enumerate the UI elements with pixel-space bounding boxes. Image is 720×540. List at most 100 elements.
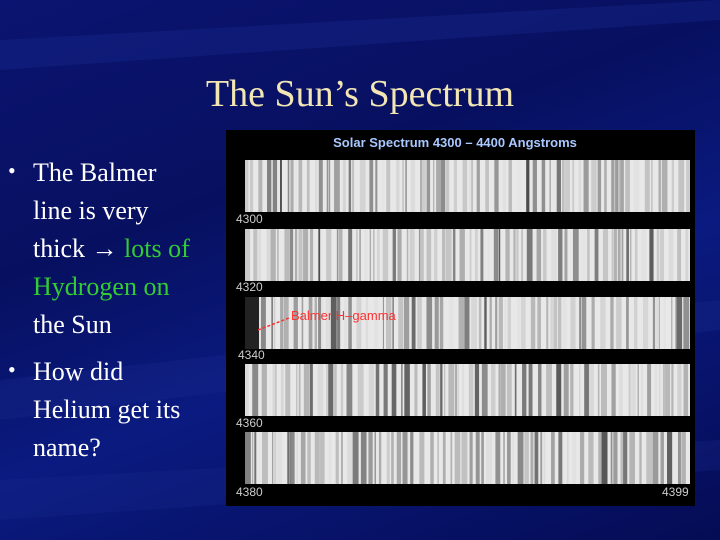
absorption-line [245,432,251,484]
absorption-line [359,160,366,212]
absorption-line [458,297,465,349]
absorption-line [517,432,524,484]
absorption-line [686,160,690,212]
bullet-line: the Sun [33,310,112,339]
absorption-line [647,364,652,416]
absorption-line [551,432,555,484]
absorption-line [570,297,576,349]
absorption-line [668,229,674,281]
bullet-line: The Balmer [33,158,157,187]
absorption-line [556,160,562,212]
absorption-line [517,160,522,212]
absorption-line [526,160,530,212]
absorption-line [245,229,251,281]
absorption-line [620,160,624,212]
absorption-line [630,229,632,281]
absorption-line [381,160,385,212]
absorption-line [386,160,391,212]
absorption-line [434,229,438,281]
absorption-line [369,160,374,212]
absorption-line [677,364,682,416]
absorption-line [326,229,332,281]
absorption-line [427,364,431,416]
absorption-line [597,160,602,212]
absorption-line [426,297,433,349]
absorption-line [272,432,274,484]
absorption-line [296,364,298,416]
absorption-line [589,364,595,416]
absorption-line [325,297,330,349]
absorption-line [671,160,675,212]
absorption-line [532,160,537,212]
absorption-line [440,364,443,416]
absorption-line [351,160,355,212]
absorption-line [578,364,581,416]
absorption-line [383,364,388,416]
absorption-line [328,160,331,212]
absorption-line [360,432,367,484]
absorption-line [287,432,290,484]
absorption-line [620,432,624,484]
absorption-line [432,160,435,212]
absorption-line [341,432,343,484]
absorption-line [487,229,490,281]
absorption-line [258,229,262,281]
absorption-line [276,432,283,484]
absorption-line [373,297,379,349]
absorption-line [450,432,453,484]
bullet-line: line is very [33,196,149,225]
absorption-line [306,160,310,212]
absorption-line [461,432,468,484]
absorption-line [386,432,390,484]
absorption-line [579,432,585,484]
bullet-line: Helium get its [33,395,181,424]
absorption-line [289,229,294,281]
absorption-line [671,297,673,349]
absorption-line [326,364,328,416]
absorption-line [654,364,658,416]
absorption-line [346,364,353,416]
absorption-line [534,432,539,484]
absorption-line [284,229,290,281]
absorption-line [392,297,394,349]
absorption-line [298,364,301,416]
absorption-line [295,160,298,212]
absorption-line [422,364,426,416]
absorption-line [546,364,552,416]
absorption-line [469,160,471,212]
absorption-line [368,432,373,484]
absorption-line [633,160,640,212]
arrow: → [91,234,118,263]
absorption-line [621,229,624,281]
absorption-line [683,364,689,416]
absorption-line [457,364,460,416]
absorption-line [319,432,325,484]
absorption-line [298,160,303,212]
absorption-line [469,229,472,281]
absorption-line [315,160,318,212]
absorption-line [334,160,340,212]
absorption-line [374,432,376,484]
absorption-line [274,432,276,484]
absorption-line [453,160,458,212]
annotation: Balmer H–gamma [291,308,397,323]
absorption-line [591,160,597,212]
absorption-line [623,432,628,484]
absorption-line [628,364,631,416]
absorption-line [634,229,638,281]
absorption-line [526,229,533,281]
absorption-line [402,432,408,484]
absorption-line [462,160,468,212]
absorption-line [495,432,501,484]
absorption-line [405,160,407,212]
absorption-line [530,432,534,484]
absorption-line [397,229,402,281]
absorption-line [618,364,623,416]
absorption-line [330,297,337,349]
absorption-line [404,364,410,416]
absorption-line [641,364,643,416]
absorption-line [445,229,452,281]
absorption-line [444,364,446,416]
absorption-line [284,297,289,349]
absorption-line [522,364,527,416]
